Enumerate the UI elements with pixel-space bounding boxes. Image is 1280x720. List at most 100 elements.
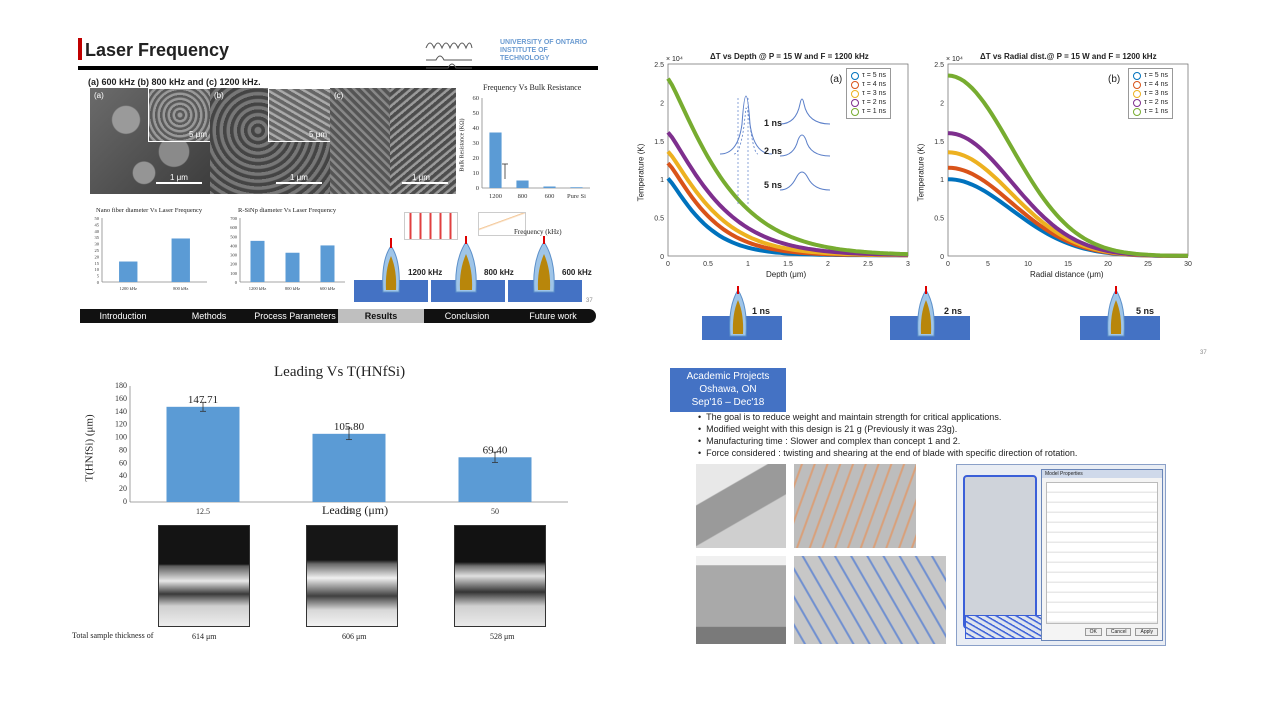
- rsinp-chart-title: R-SiNp diameter Vs Laser Frequency: [238, 207, 337, 214]
- x-tick-label: 1.5: [783, 261, 793, 268]
- slide-nav-bar: Introduction Methods Process Parameters …: [80, 309, 596, 323]
- micrograph-614: [158, 525, 250, 627]
- x-tick-label: 0: [946, 261, 950, 268]
- y-tick-label: 2: [660, 100, 664, 107]
- legend-b: τ = 5 ns τ = 4 ns τ = 3 ns τ = 2 ns τ = …: [1128, 68, 1173, 119]
- y-tick-label: 0: [123, 497, 127, 506]
- legend-b-item: τ = 1 ns: [1133, 107, 1168, 116]
- dialog-body: [1046, 482, 1158, 624]
- radial-chart: 0 0.5 1 1.5 2 2.5 0 5 10 15 20 25 30: [934, 62, 1192, 268]
- bar: [570, 187, 583, 188]
- sem-inset-a: 5 μm: [148, 88, 210, 142]
- y-tick-label: 15: [95, 261, 100, 266]
- y-tick-label: 0: [235, 280, 238, 285]
- x-tick-label: Pure Si: [567, 193, 586, 200]
- x-tick-label: 600 kHz: [320, 286, 335, 291]
- bullet-item: • Modified weight with this design is 21…: [698, 424, 958, 434]
- dialog-cancel-button[interactable]: Cancel: [1105, 628, 1132, 636]
- bullet-item: • The goal is to reduce weight and maint…: [698, 412, 1002, 422]
- bullet-item: • Manufacturing time : Slower and comple…: [698, 436, 961, 446]
- spot-diagram-5ns: [1080, 286, 1160, 340]
- nav-process-parameters[interactable]: Process Parameters: [254, 311, 336, 321]
- y-tick-label: 10: [473, 170, 480, 177]
- spot-diagram-2ns: [890, 286, 970, 340]
- x-tick-label: 20: [1104, 261, 1112, 268]
- bar: [489, 132, 502, 188]
- x-tick-label: 3: [906, 261, 910, 268]
- x-tick-label: 25: [1144, 261, 1152, 268]
- title-accent-bar: [78, 38, 82, 60]
- chart-b-exponent: × 10⁴: [946, 56, 963, 63]
- title-underline: [78, 66, 598, 70]
- y-tick-label: 45: [95, 222, 100, 227]
- chart-a-ylabel: Temperature (K): [636, 143, 646, 202]
- legend-b-item: τ = 5 ns: [1133, 71, 1168, 80]
- bullet-list: • The goal is to reduce weight and maint…: [698, 411, 1168, 459]
- x-tick-label: 50: [491, 507, 499, 516]
- nav-methods[interactable]: Methods: [191, 311, 227, 321]
- dialog-apply-button[interactable]: Apply: [1135, 628, 1158, 636]
- sem-image-a: (a) 5 μm 1 μm: [90, 88, 210, 194]
- data-label: 147.71: [188, 394, 218, 406]
- chart-a-title: ΔT vs Depth @ P = 15 W and F = 1200 kHz: [710, 52, 869, 61]
- spectra-thumbnail: [404, 212, 458, 240]
- y-tick-label: 50: [95, 216, 100, 221]
- nav-results[interactable]: Results: [338, 309, 424, 323]
- laser-spot-1: [382, 238, 400, 293]
- legend-b-item: τ = 2 ns: [1133, 98, 1168, 107]
- bar: [166, 406, 240, 502]
- x-tick-label: 1200: [489, 193, 502, 200]
- dialog-title: Model Properties: [1042, 470, 1162, 478]
- y-tick-label: 100: [230, 271, 238, 276]
- y-tick-label: 1: [940, 177, 944, 184]
- micrograph-528: [454, 525, 546, 627]
- thickness-528: 528 μm: [490, 632, 515, 641]
- y-tick-label: 2.5: [934, 62, 944, 69]
- spot-label-5ns: 5 ns: [1136, 306, 1155, 316]
- sem-label-c: (c): [334, 91, 344, 100]
- plot-frame: [667, 63, 909, 257]
- x-tick-label: 12.5: [196, 507, 210, 516]
- cad-render-3: [696, 556, 786, 644]
- inset-scale-a: 5 μm: [189, 130, 207, 139]
- y-tick-label: 140: [115, 407, 127, 416]
- bulk-chart-title: Frequency Vs Bulk Resistance: [483, 83, 582, 92]
- laser-label-600: 600 kHz: [562, 268, 592, 277]
- y-tick-label: 1: [660, 177, 664, 184]
- academic-projects-slide: Academic Projects Oshawa, ON Sep'16 – De…: [670, 368, 1190, 658]
- x-tick-label: 800: [518, 193, 528, 200]
- x-tick-label: 15: [1064, 261, 1072, 268]
- cad-render-2: [794, 464, 916, 548]
- pulse-inset: [720, 95, 831, 204]
- nav-future-work[interactable]: Future work: [529, 311, 577, 321]
- bar: [285, 252, 300, 282]
- pulse-label-5ns: 5 ns: [764, 180, 783, 190]
- y-tick-label: 0.5: [934, 216, 944, 223]
- y-tick-label: 400: [230, 243, 238, 248]
- y-tick-label: 200: [230, 262, 238, 267]
- nav-conclusion[interactable]: Conclusion: [444, 311, 490, 321]
- dialog-ok-button[interactable]: OK: [1084, 628, 1102, 636]
- y-tick-label: 0: [97, 280, 100, 285]
- cad-render-1: [696, 464, 786, 548]
- sem-scale-c: 1 μm: [412, 173, 430, 182]
- laser-label-800: 800 kHz: [484, 268, 514, 277]
- sem-label-a: (a): [94, 91, 104, 100]
- legend-a-item: τ = 3 ns: [851, 89, 886, 98]
- nav-introduction[interactable]: Introduction: [99, 311, 147, 321]
- sem-image-b: (b) 5 μm 1 μm: [210, 88, 330, 194]
- y-tick-label: 30: [95, 242, 100, 247]
- series-line: [947, 73, 1189, 258]
- y-tick-label: 25: [95, 248, 100, 253]
- x-tick-label: 1200 kHz: [119, 286, 137, 291]
- y-tick-label: 40: [473, 125, 480, 132]
- bar: [516, 180, 529, 188]
- inset-scale-b: 5 μm: [309, 130, 327, 139]
- leading-ylabel: T(HNfSi) (μm): [83, 414, 96, 482]
- slide-title: Laser Frequency: [85, 40, 230, 60]
- spot-diagram-1ns: [702, 286, 782, 340]
- y-tick-label: 20: [119, 484, 127, 493]
- bar: [119, 261, 138, 282]
- data-label: 69.40: [483, 444, 508, 456]
